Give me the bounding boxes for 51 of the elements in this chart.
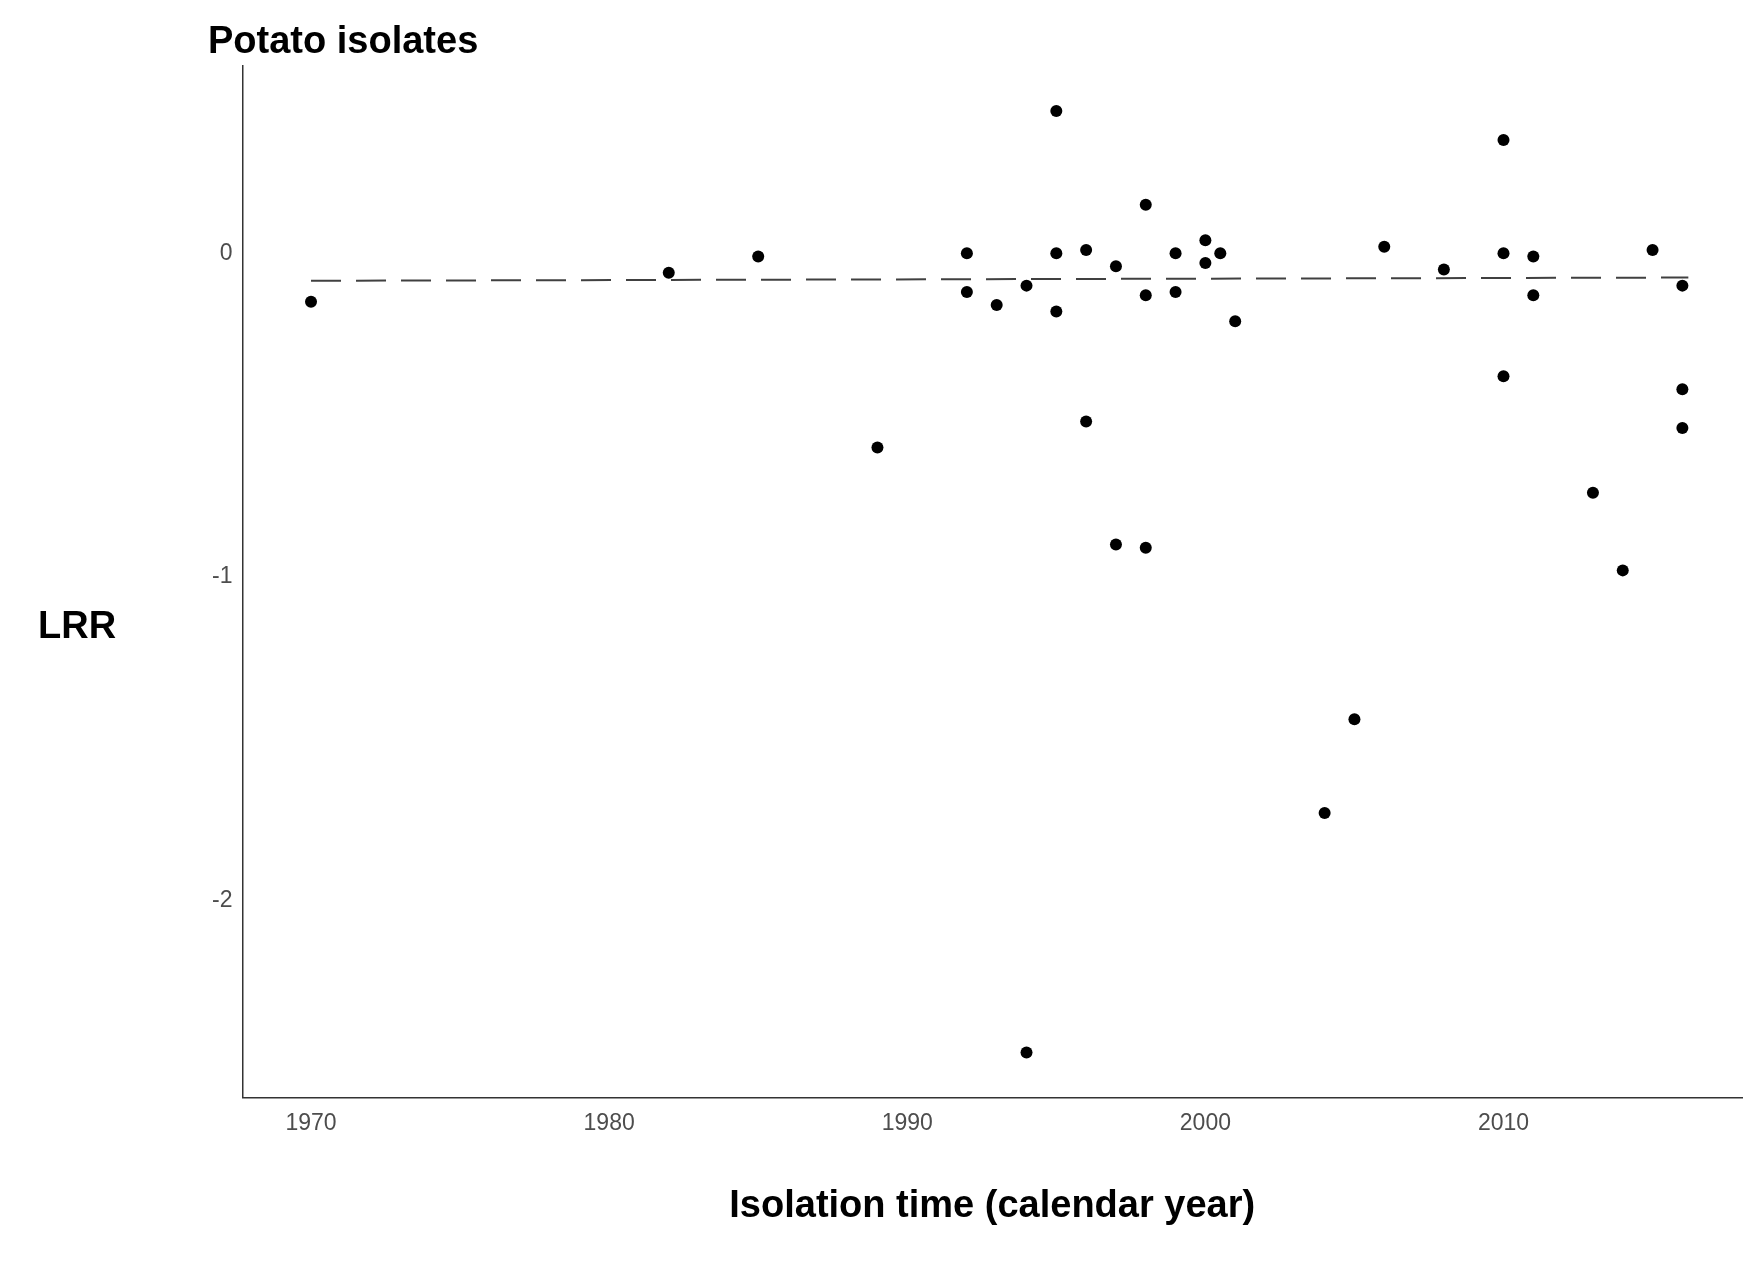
point (1348, 713, 1361, 726)
point (1676, 279, 1689, 292)
point (960, 286, 973, 299)
point (1378, 240, 1391, 253)
point (1050, 305, 1063, 318)
point (1199, 234, 1212, 247)
point (871, 441, 884, 454)
point (1080, 415, 1093, 428)
point (1497, 247, 1510, 260)
point (1050, 247, 1063, 260)
point (1020, 1046, 1033, 1059)
point (1497, 134, 1510, 147)
x-tick-label: 2000 (1179, 1108, 1231, 1135)
y-tick-label: -2 (212, 885, 233, 912)
x-tick-label: 1990 (881, 1108, 933, 1135)
point (1229, 315, 1242, 328)
point (1497, 370, 1510, 383)
point (662, 266, 675, 279)
y-tick-label: -1 (212, 562, 233, 589)
point (1586, 486, 1599, 499)
point (1676, 383, 1689, 396)
point (1139, 541, 1152, 554)
point (752, 250, 765, 263)
point (1169, 247, 1182, 260)
x-tick-label: 2010 (1477, 1108, 1530, 1135)
point (1676, 422, 1689, 434)
point (1080, 244, 1093, 257)
point (1527, 289, 1540, 302)
point (1050, 104, 1063, 117)
y-tick-label: 0 (219, 238, 233, 265)
x-tick-label: 1980 (583, 1108, 635, 1135)
point (1437, 263, 1450, 276)
y-axis-title: LRR (37, 604, 118, 647)
point (1109, 538, 1122, 551)
point (1139, 289, 1152, 302)
point (1020, 279, 1033, 292)
x-tick-label: 1970 (285, 1108, 337, 1135)
point (1214, 247, 1227, 260)
x-axis-title: Isolation time (calendar year) (729, 1182, 1256, 1225)
point (960, 247, 973, 260)
point (990, 299, 1003, 312)
point (1616, 564, 1629, 577)
point (1199, 256, 1212, 269)
point (1646, 244, 1659, 257)
point (1527, 250, 1540, 263)
point (1139, 198, 1152, 211)
point (1109, 260, 1122, 273)
point (305, 295, 318, 308)
chart-title: Potato isolates (208, 19, 479, 62)
point (1318, 807, 1331, 820)
point (1169, 286, 1182, 299)
